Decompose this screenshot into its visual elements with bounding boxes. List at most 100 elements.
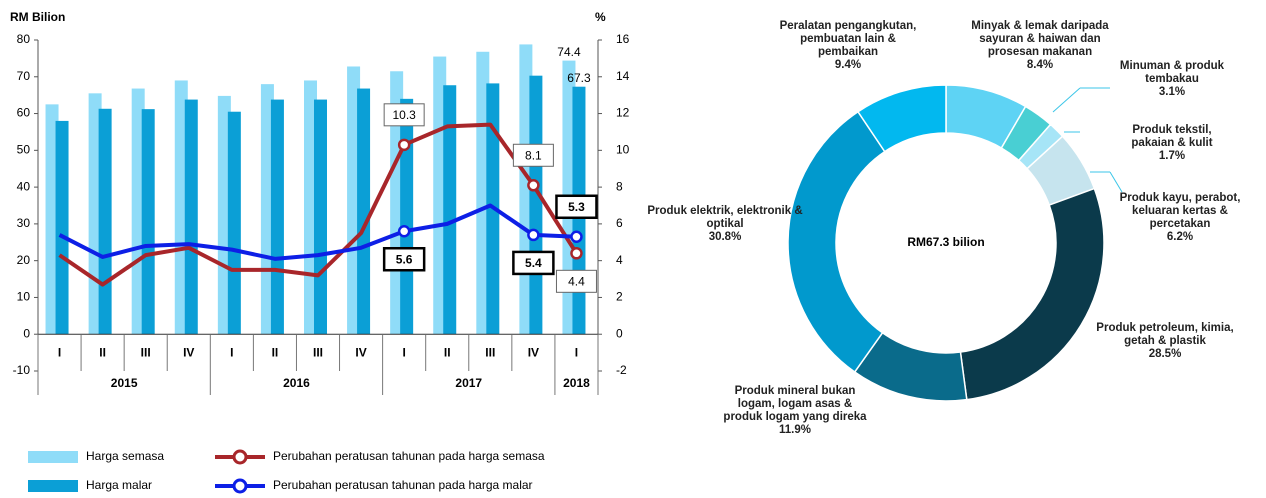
legend-swatch <box>232 449 248 465</box>
bar <box>217 95 231 335</box>
bar <box>55 120 69 335</box>
x-tick-label: II <box>272 345 279 359</box>
x-tick-label: II <box>99 345 106 359</box>
year-label: 2017 <box>455 376 482 390</box>
donut-percent: 30.8% <box>708 231 742 243</box>
line-marker <box>397 138 411 152</box>
line-marker <box>570 230 583 244</box>
bar-value-label: 67.3 <box>567 71 591 85</box>
donut-segment <box>856 84 947 153</box>
y-axis-title: RM Bilion <box>10 10 65 24</box>
label-box <box>512 143 554 167</box>
line-value-label: 8.1 <box>525 148 542 162</box>
y2-tick-label: 8 <box>616 179 623 193</box>
bar <box>304 80 317 335</box>
x-tick-label: IV <box>355 345 366 359</box>
line-marker <box>570 247 583 260</box>
donut-label: Minuman & produk tembakau 3.1% <box>1107 60 1237 99</box>
donut-category: Minuman & produk tembakau <box>1119 60 1225 85</box>
line-value-label: 5.4 <box>525 256 542 270</box>
donut-category: Produk tekstil, pakaian & kulit <box>1131 124 1213 149</box>
bar <box>476 51 490 335</box>
leader-line <box>1052 87 1081 113</box>
donut-percent: 28.5% <box>1148 348 1182 360</box>
line-marker <box>397 224 411 238</box>
donut-percent: 8.4% <box>1026 59 1054 71</box>
legend-label: Harga semasa <box>86 449 164 463</box>
bar <box>357 88 371 335</box>
line-value-label: 5.6 <box>396 252 413 266</box>
label-box <box>512 250 555 276</box>
bar <box>314 99 327 335</box>
y2-tick-label: 4 <box>616 253 623 267</box>
bar <box>443 85 457 335</box>
y-tick-label: 40 <box>17 179 31 193</box>
label-box <box>383 103 425 127</box>
legend-swatch <box>28 480 78 492</box>
leader-line <box>1109 171 1123 193</box>
center-label: RM67.3 bilion <box>907 235 984 249</box>
donut-percent: 6.2% <box>1166 231 1194 243</box>
y-tick-label: 0 <box>23 326 30 340</box>
x-tick-label: I <box>230 345 233 359</box>
y2-axis-title: % <box>595 10 606 24</box>
donut-label: Produk petroleum, kimia, getah & plastik… <box>1095 322 1235 361</box>
line-value-label: 10.3 <box>392 108 416 122</box>
year-label: 2016 <box>283 376 310 390</box>
line-marker <box>527 179 540 192</box>
bar <box>45 104 59 335</box>
legend-swatch <box>28 451 78 463</box>
donut-label: Produk tekstil, pakaian & kulit 1.7% <box>1112 124 1232 163</box>
donut-percent: 1.7% <box>1158 150 1186 162</box>
bar <box>141 109 155 335</box>
donut-category: Produk mineral bukan logam, logam asas &… <box>723 385 867 423</box>
legend-swatch <box>232 478 248 494</box>
legend-label: Perubahan peratusan tahunan pada harga s… <box>273 449 545 463</box>
x-tick-label: IV <box>528 345 539 359</box>
donut-label: Minyak & lemak daripada sayuran & haiwan… <box>965 20 1115 72</box>
bar <box>174 80 188 335</box>
x-tick-label: I <box>58 345 61 359</box>
x-tick-label: III <box>141 345 151 359</box>
y2-tick-label: 0 <box>616 326 623 340</box>
donut-category: Produk elektrik, elektronik & optikal <box>647 205 803 230</box>
y-tick-label: -10 <box>13 363 31 377</box>
bar <box>347 66 361 335</box>
x-tick-label: I <box>402 345 405 359</box>
donut-category: Produk kayu, perabot, keluaran kertas & … <box>1119 192 1241 230</box>
bar <box>88 93 102 335</box>
year-label: 2015 <box>111 376 138 390</box>
label-box <box>555 194 598 220</box>
x-tick-label: III <box>313 345 323 359</box>
donut-segment <box>959 187 1105 401</box>
y2-tick-label: 16 <box>616 32 630 46</box>
bar <box>400 98 414 335</box>
y2-tick-label: 14 <box>616 69 630 83</box>
legend-label: Harga malar <box>86 478 152 492</box>
y2-tick-label: 10 <box>616 143 630 157</box>
line-marker <box>527 228 540 242</box>
x-tick-label: I <box>575 345 578 359</box>
bar <box>433 56 447 335</box>
donut-percent: 9.4% <box>834 59 862 71</box>
y-tick-label: 80 <box>17 32 31 46</box>
line <box>58 122 579 287</box>
bar <box>131 88 145 335</box>
line-value-label: 4.4 <box>568 274 585 288</box>
y-tick-label: 20 <box>17 253 31 267</box>
donut-label: Peralatan pengangkutan, pembuatan lain &… <box>778 20 918 72</box>
x-tick-label: IV <box>183 345 194 359</box>
bar <box>98 108 112 335</box>
x-tick-label: II <box>444 345 451 359</box>
donut-category: Minyak & lemak daripada sayuran & haiwan… <box>971 20 1109 58</box>
line-value-label: 5.3 <box>568 200 585 214</box>
y-tick-label: 60 <box>17 106 31 120</box>
label-box <box>382 246 426 272</box>
bar-value-label: 74.4 <box>557 45 581 59</box>
y-tick-label: 30 <box>17 216 31 230</box>
y-tick-label: 10 <box>17 290 31 304</box>
y2-tick-label: 12 <box>616 106 630 120</box>
label-box <box>555 269 597 293</box>
